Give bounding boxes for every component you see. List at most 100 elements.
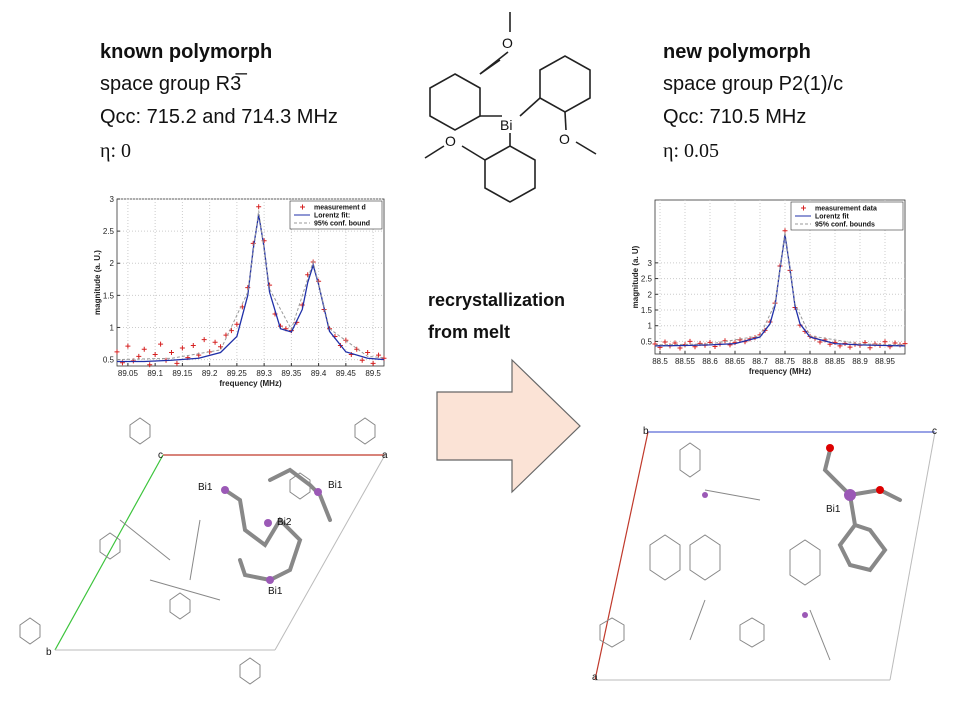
legend-label: 95% conf. bounds	[815, 222, 875, 229]
atom-label: O	[502, 35, 513, 51]
x-tick-label: 88.55	[675, 357, 696, 366]
atom-label: O	[559, 131, 570, 147]
x-tick-label: 89.05	[118, 369, 139, 378]
axis-label: a	[592, 672, 598, 683]
data-point	[737, 337, 743, 343]
atom-label: Bi1	[198, 482, 213, 493]
x-tick-label: 89.45	[336, 369, 357, 378]
data-point	[174, 360, 180, 366]
eta: η: 0	[100, 140, 131, 162]
y-tick-label: 3	[648, 259, 653, 268]
data-point	[376, 352, 382, 358]
eta: η: 0.05	[663, 140, 719, 162]
data-point	[212, 339, 218, 345]
atom-label: Bi1	[268, 586, 283, 597]
data-point	[179, 345, 185, 351]
legend-swatch	[801, 205, 806, 211]
heading: known polymorph	[100, 41, 272, 63]
confidence-line	[116, 210, 385, 361]
atom-label: O	[445, 133, 456, 149]
arrow-text: recrystallization	[428, 290, 565, 310]
chart: 88.5 88.55 88.6 88.65 88.7 88.75 88.8 88.85 88.9…	[631, 199, 908, 376]
legend-label: 95% conf. bound	[314, 221, 370, 228]
axis-label: c	[932, 426, 937, 437]
x-axis-label: frequency (MHz)	[749, 367, 812, 376]
atom-label: Bi1	[826, 504, 841, 515]
y-tick-label: 0.5	[103, 356, 115, 365]
x-tick-label: 88.8	[802, 357, 818, 366]
y-tick-label: 1.5	[103, 291, 115, 300]
qcc: Qcc: 710.5 MHz	[663, 106, 806, 128]
data-point	[359, 357, 365, 363]
y-tick-label: 1	[648, 322, 653, 331]
legend-label: Lorentz fit:	[314, 213, 350, 220]
data-point	[305, 272, 311, 278]
legend-label: Lorentz fit	[815, 214, 849, 221]
x-tick-label: 88.65	[725, 357, 746, 366]
heading: new polymorph	[663, 41, 811, 63]
data-point	[370, 360, 376, 366]
atom-label: Bi	[500, 117, 512, 133]
data-point	[256, 204, 262, 210]
data-point	[114, 349, 120, 355]
x-tick-label: 89.15	[172, 369, 193, 378]
data-point	[381, 355, 387, 361]
data-point	[687, 338, 693, 344]
molecule: O Bi O O	[424, 12, 597, 203]
qcc: Qcc: 715.2 and 714.3 MHz	[100, 106, 338, 128]
data-point	[677, 345, 683, 351]
legend-label: measurement d	[314, 205, 366, 212]
x-tick-label: 88.9	[852, 357, 868, 366]
x-tick-label: 89.3	[256, 369, 272, 378]
data-point	[147, 362, 153, 368]
x-tick-label: 89.5	[365, 369, 381, 378]
data-point	[125, 343, 131, 349]
data-point	[190, 342, 196, 348]
atom-label: Bi2	[277, 517, 292, 528]
x-tick-label: 88.6	[702, 357, 718, 366]
data-point	[847, 344, 853, 350]
space-group: space group P2(1)/c	[663, 73, 843, 95]
x-tick-label: 89.4	[311, 369, 327, 378]
data-point	[867, 345, 873, 351]
x-tick-label: 89.25	[227, 369, 248, 378]
x-tick-label: 88.85	[825, 357, 846, 366]
y-tick-label: 1.5	[641, 306, 653, 315]
arrow	[436, 358, 581, 494]
legend-label: measurement data	[815, 206, 877, 213]
axis-label: b	[46, 647, 52, 658]
y-tick-label: 2	[648, 290, 653, 299]
y-tick-label: 1	[110, 323, 115, 332]
data-point	[136, 353, 142, 359]
y-tick-label: 0.5	[641, 337, 653, 346]
x-tick-label: 88.95	[875, 357, 896, 366]
axis-label: a	[382, 450, 388, 461]
data-point	[662, 339, 668, 345]
data-point	[201, 337, 207, 343]
y-axis-label: magnitude (a. U)	[631, 245, 640, 308]
y-axis-label: magnitude (a. U.)	[93, 250, 102, 315]
y-tick-label: 3	[110, 195, 115, 204]
x-tick-label: 88.7	[752, 357, 768, 366]
atom-label: Bi1	[328, 480, 343, 491]
space-group: space group R3̅	[100, 72, 247, 95]
data-point	[234, 321, 240, 327]
x-tick-label: 89.2	[202, 369, 218, 378]
data-point	[365, 350, 371, 356]
confidence-line	[654, 231, 906, 346]
chart: 89.05 89.1 89.15 89.2 89.25 89.3 89.35 89.4 89.4…	[93, 195, 387, 388]
x-tick-label: 89.35	[281, 369, 302, 378]
x-axis-label: frequency (MHz)	[219, 379, 282, 388]
data-point	[158, 341, 164, 347]
y-tick-label: 2.5	[641, 275, 653, 284]
data-point	[141, 346, 147, 352]
data-point	[782, 228, 788, 234]
x-tick-label: 88.5	[652, 357, 668, 366]
crystal-structure: b c Bi1 a	[592, 426, 937, 683]
data-point	[168, 350, 174, 356]
crystal-structure: c a Bi1 Bi1 Bi2 Bi1 b	[19, 417, 388, 685]
data-point	[882, 339, 888, 345]
y-tick-label: 2	[110, 259, 115, 268]
x-tick-label: 89.1	[147, 369, 163, 378]
